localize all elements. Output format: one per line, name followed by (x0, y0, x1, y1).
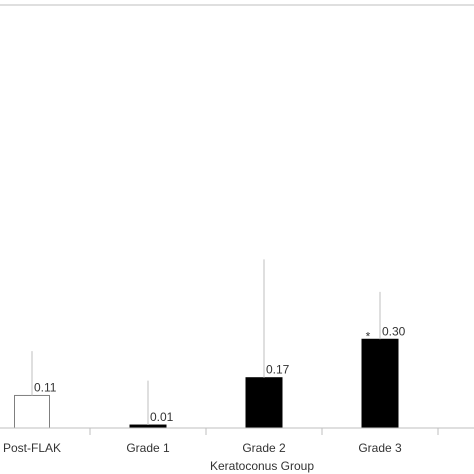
data-label-grade-3: 0.30 (382, 324, 406, 338)
bar-post-flak (14, 394, 50, 429)
x-tick-label-grade-3: Grade 3 (358, 441, 402, 455)
bar-grade-2 (245, 377, 283, 429)
x-axis-label: Keratoconus Group (210, 459, 314, 473)
x-tick-label-grade-2: Grade 2 (242, 441, 286, 455)
data-label-post-flak: 0.11 (34, 380, 57, 394)
bar-grade-3 (361, 338, 399, 429)
x-tick-label-grade-1: Grade 1 (126, 441, 170, 455)
data-label-grade-1: 0.01 (150, 410, 174, 424)
x-tick-label-post-flak: Post-FLAK (3, 441, 61, 455)
data-label-grade-2: 0.17 (266, 363, 290, 377)
significance-marker-grade-3: * (366, 329, 371, 343)
